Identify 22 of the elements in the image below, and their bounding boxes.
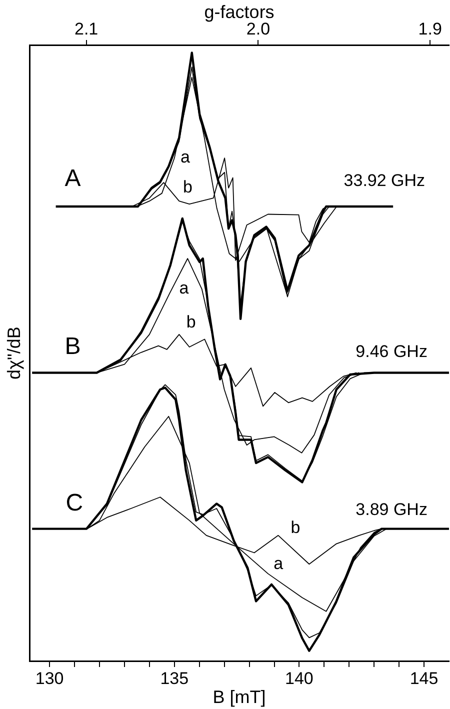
annotation: 9.46 GHz (356, 342, 428, 362)
x2-tick-label: 2.1 (74, 19, 98, 38)
x2-tick-label: 2.0 (246, 19, 270, 38)
annotation: A (64, 164, 81, 192)
annotation: B (64, 333, 81, 360)
x-tick-label: 130 (35, 668, 64, 688)
x-tick-label: 145 (410, 668, 438, 688)
annotation: b (186, 312, 196, 332)
annotation: C (66, 490, 84, 517)
annotation: b (290, 518, 300, 538)
x-tick-label: 135 (160, 668, 189, 688)
annotation: a (179, 278, 190, 298)
annotation: a (274, 554, 284, 573)
y-axis-title: dχ"/dB (4, 326, 24, 380)
x-axis-title: B [mT] (212, 687, 266, 708)
annotation: 33.92 GHz (344, 170, 426, 190)
annotation: b (182, 178, 192, 197)
x-tick-label: 140 (285, 668, 314, 688)
annotation: a (180, 147, 190, 166)
annotation: 3.89 GHz (356, 500, 428, 519)
x2-axis-title: g-factors (204, 2, 274, 22)
x2-tick-label: 1.9 (418, 19, 442, 38)
